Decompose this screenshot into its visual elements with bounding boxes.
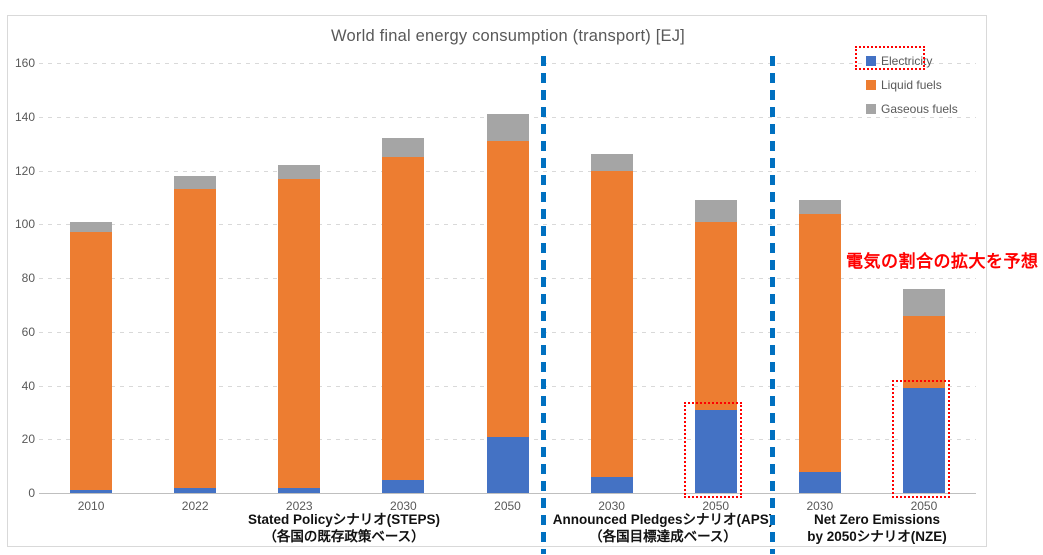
group-label-aps: Announced Pledgesシナリオ(APS) （各国目標達成ベース） <box>553 511 774 545</box>
x-tick-label-8-2050: 2050 <box>910 499 938 513</box>
annotation-text: 電気の割合の拡大を予想 <box>846 252 1039 271</box>
plot-area <box>39 63 976 493</box>
scenario-divider-steps-aps <box>541 56 546 554</box>
bar-segment-liquid-fuels <box>174 189 217 488</box>
y-tick-label-40: 40 <box>21 378 35 393</box>
bar-segment-electricity <box>70 490 113 493</box>
x-tick-label-2-2023: 2023 <box>285 499 313 513</box>
chart-canvas: World final energy consumption (transpor… <box>7 15 987 547</box>
legend-label: Electricity <box>881 54 933 68</box>
bar-segment-liquid-fuels <box>902 315 945 389</box>
highlight-box-legend-electricity <box>855 46 925 70</box>
group-label-steps: Stated Policyシナリオ(STEPS) （各国の既存政策ベース） <box>248 511 440 545</box>
group-label-steps-line1: Stated Policyシナリオ(STEPS) <box>247 512 441 527</box>
legend: Electricity Liquid fuels Gaseous fuels <box>866 49 958 121</box>
bar-segment-gaseous-fuels <box>694 200 737 222</box>
bar-segment-electricity <box>486 436 529 493</box>
bar-segment-liquid-fuels <box>798 213 841 472</box>
bar-segment-liquid-fuels <box>278 178 321 488</box>
bar-segment-gaseous-fuels <box>486 114 529 141</box>
y-tick-label-80: 80 <box>21 271 35 285</box>
legend-swatch-icon <box>866 104 876 114</box>
bar-segment-electricity <box>278 487 321 493</box>
group-label-nze-line2: by 2050シナリオ(NZE) <box>807 529 947 544</box>
group-label-aps-line2: （各国目標達成ベース） <box>589 529 737 544</box>
bar-segment-gaseous-fuels <box>278 165 321 179</box>
scenario-divider-aps-nze <box>770 56 775 554</box>
bar-segment-gaseous-fuels <box>174 175 217 190</box>
chart-title: World final energy consumption (transpor… <box>331 27 685 45</box>
bar-segment-electricity <box>382 479 425 493</box>
bar-segment-electricity <box>174 487 217 493</box>
x-tick-label-0-2010: 2010 <box>77 499 105 513</box>
x-tick-label-4-2050: 2050 <box>494 499 521 513</box>
bar-segment-gaseous-fuels <box>798 200 841 214</box>
bar-segment-gaseous-fuels <box>590 154 633 171</box>
x-tick-label-6-2050: 2050 <box>702 499 730 513</box>
legend-item-electricity: Electricity <box>866 49 958 73</box>
legend-swatch-icon <box>866 80 876 90</box>
group-label-nze: Net Zero Emissions by 2050シナリオ(NZE) <box>807 511 947 545</box>
group-label-steps-line2: （各国の既存政策ベース） <box>263 529 425 544</box>
x-tick-label-7-2030: 2030 <box>806 499 834 513</box>
legend-item-liquid-fuels: Liquid fuels <box>866 73 958 97</box>
group-label-aps-line1: Announced Pledgesシナリオ(APS) <box>552 512 774 527</box>
highlight-box-aps-2050-electricity <box>684 402 742 498</box>
x-tick-label-5-2030: 2030 <box>598 499 625 513</box>
bar-segment-electricity <box>590 476 633 493</box>
x-axis-line <box>39 493 976 494</box>
bar-segment-gaseous-fuels <box>70 221 113 233</box>
y-tick-label-20: 20 <box>21 432 35 447</box>
bar-segment-electricity <box>798 471 841 493</box>
group-label-nze-line1: Net Zero Emissions <box>813 512 941 527</box>
y-tick-label-0: 0 <box>28 486 35 500</box>
bar-segment-liquid-fuels <box>70 232 113 491</box>
x-tick-label-1-2022: 2022 <box>181 499 209 513</box>
bar-segment-liquid-fuels <box>694 221 737 410</box>
gridline-160 <box>39 63 976 64</box>
legend-swatch-icon <box>866 56 876 66</box>
bar-segment-liquid-fuels <box>590 170 633 477</box>
legend-label: Liquid fuels <box>881 78 942 92</box>
y-tick-label-120: 120 <box>14 163 35 178</box>
x-tick-label-3-2030: 2030 <box>390 499 417 513</box>
bar-segment-liquid-fuels <box>382 157 425 480</box>
y-tick-label-100: 100 <box>14 217 35 232</box>
bar-segment-liquid-fuels <box>486 140 529 437</box>
legend-item-gaseous-fuels: Gaseous fuels <box>866 97 958 121</box>
y-tick-label-60: 60 <box>21 324 35 339</box>
highlight-box-nze-2050-electricity <box>892 380 950 498</box>
bar-segment-gaseous-fuels <box>902 288 945 316</box>
y-tick-label-160: 160 <box>14 56 35 70</box>
bar-segment-electricity <box>902 388 945 493</box>
bar-segment-gaseous-fuels <box>382 138 425 158</box>
y-tick-label-140: 140 <box>14 109 35 124</box>
bar-segment-electricity <box>694 409 737 493</box>
legend-label: Gaseous fuels <box>881 102 958 116</box>
